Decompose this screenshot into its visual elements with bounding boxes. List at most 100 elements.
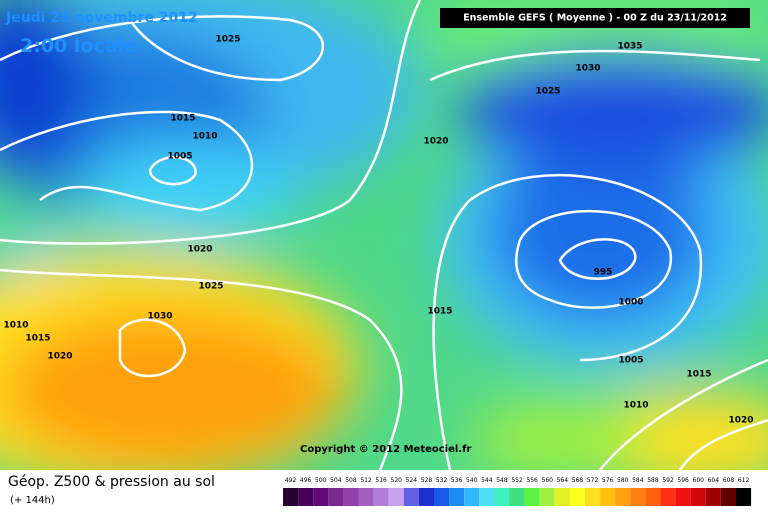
time: 2:00 locale	[20, 35, 137, 57]
scale-label: 596	[677, 477, 689, 484]
scale-label: 564	[557, 477, 569, 484]
scale-label: 592	[662, 477, 674, 484]
scale-label: 532	[436, 477, 448, 484]
scale-swatch	[720, 488, 736, 506]
date: Jeudi 29 novembre 2012	[5, 10, 198, 26]
isobar-label: 1010	[623, 401, 648, 411]
scale-label: 496	[300, 477, 312, 484]
isobar	[0, 268, 403, 470]
model-title: Ensemble GEFS ( Moyenne ) - 00 Z du 23/1…	[463, 13, 727, 24]
footer-lead: (+ 144h)	[10, 495, 55, 506]
scale-swatch	[298, 488, 314, 506]
scale-label: 520	[391, 477, 403, 484]
scale-swatch	[358, 488, 374, 506]
scale-swatch	[479, 488, 495, 506]
isobar-label: 1020	[47, 352, 72, 362]
scale-label: 516	[375, 477, 387, 484]
isobar	[429, 49, 761, 82]
scale-label: 612	[738, 477, 750, 484]
scale-label: 600	[693, 477, 705, 484]
isobar-label: 995	[594, 268, 613, 278]
scale-swatch	[283, 488, 299, 506]
isobar	[118, 318, 187, 378]
scale-swatch	[539, 488, 555, 506]
scale-label: 572	[587, 477, 599, 484]
scale-label: 552	[511, 477, 523, 484]
isobar-label: 1035	[617, 42, 642, 52]
scale-swatch	[328, 488, 344, 506]
scale-swatch	[705, 488, 721, 506]
scale-swatch	[524, 488, 540, 506]
scale-swatch	[403, 488, 419, 506]
isobar-label: 1025	[535, 87, 560, 97]
isobar	[558, 238, 637, 280]
scale-swatch	[418, 488, 434, 506]
scale-swatch	[675, 488, 691, 506]
scale-swatch	[630, 488, 646, 506]
scale-swatch	[449, 488, 465, 506]
isobar-label: 1000	[618, 298, 643, 308]
scale-label: 584	[632, 477, 644, 484]
isobar-label: 1010	[192, 132, 217, 142]
scale-label: 492	[285, 477, 297, 484]
scale-swatch	[373, 488, 389, 506]
isobar	[678, 418, 768, 470]
scale-label: 528	[421, 477, 433, 484]
isobar-label: 1005	[167, 152, 192, 162]
scale-label: 556	[526, 477, 538, 484]
isobar	[148, 156, 197, 186]
scale-label: 508	[345, 477, 357, 484]
scale-label: 608	[723, 477, 735, 484]
footer-title: Géop. Z500 & pression au sol	[8, 474, 215, 490]
isobar-label: 1015	[170, 114, 195, 124]
isobar-label: 1015	[25, 334, 50, 344]
isobar-label: 1005	[618, 356, 643, 366]
scale-label: 524	[406, 477, 418, 484]
isobar-label: 1020	[187, 245, 212, 255]
scale-swatch	[388, 488, 404, 506]
isobar	[515, 209, 673, 309]
scale-swatch	[464, 488, 480, 506]
scale-label: 588	[647, 477, 659, 484]
scale-label: 604	[708, 477, 720, 484]
scale-label: 560	[542, 477, 554, 484]
scale-swatch	[585, 488, 601, 506]
isobar	[0, 0, 422, 245]
isobar-label: 1025	[215, 35, 240, 45]
isobar-label: 1030	[147, 312, 172, 322]
scale-label: 512	[360, 477, 372, 484]
isobar-label: 1020	[423, 137, 448, 147]
scale-swatch	[554, 488, 570, 506]
scale-swatch	[569, 488, 585, 506]
scale-swatch	[615, 488, 631, 506]
scale-label: 544	[481, 477, 493, 484]
isobar-label: 1030	[575, 64, 600, 74]
scale-swatch	[434, 488, 450, 506]
scale-label: 576	[602, 477, 614, 484]
scale-label: 548	[496, 477, 508, 484]
isobar	[599, 358, 768, 470]
scale-label: 536	[451, 477, 463, 484]
isobar	[432, 173, 703, 470]
isobar-label: 1025	[198, 282, 223, 292]
isobar-label: 1010	[3, 321, 28, 331]
model-box	[440, 8, 750, 28]
scale-swatch	[645, 488, 661, 506]
scale-label: 504	[330, 477, 342, 484]
scale-swatch	[690, 488, 706, 506]
isobar-label: 1015	[427, 307, 452, 317]
isobar-label: 1020	[728, 416, 753, 426]
scale-label: 580	[617, 477, 629, 484]
scale-swatch	[494, 488, 510, 506]
scale-label: 500	[315, 477, 327, 484]
scale-swatch	[509, 488, 525, 506]
scale-swatch	[736, 488, 752, 506]
isobar-label: 1015	[686, 370, 711, 380]
map: 1025 1035 1030 1025 1015 1010 1020 1005 1020 1025…	[0, 0, 768, 470]
scale-label: 540	[466, 477, 478, 484]
copyright: Copyright © 2012 Meteociel.fr	[300, 444, 471, 455]
isobar	[0, 110, 254, 212]
scale-swatch	[660, 488, 676, 506]
scale-label: 568	[572, 477, 584, 484]
